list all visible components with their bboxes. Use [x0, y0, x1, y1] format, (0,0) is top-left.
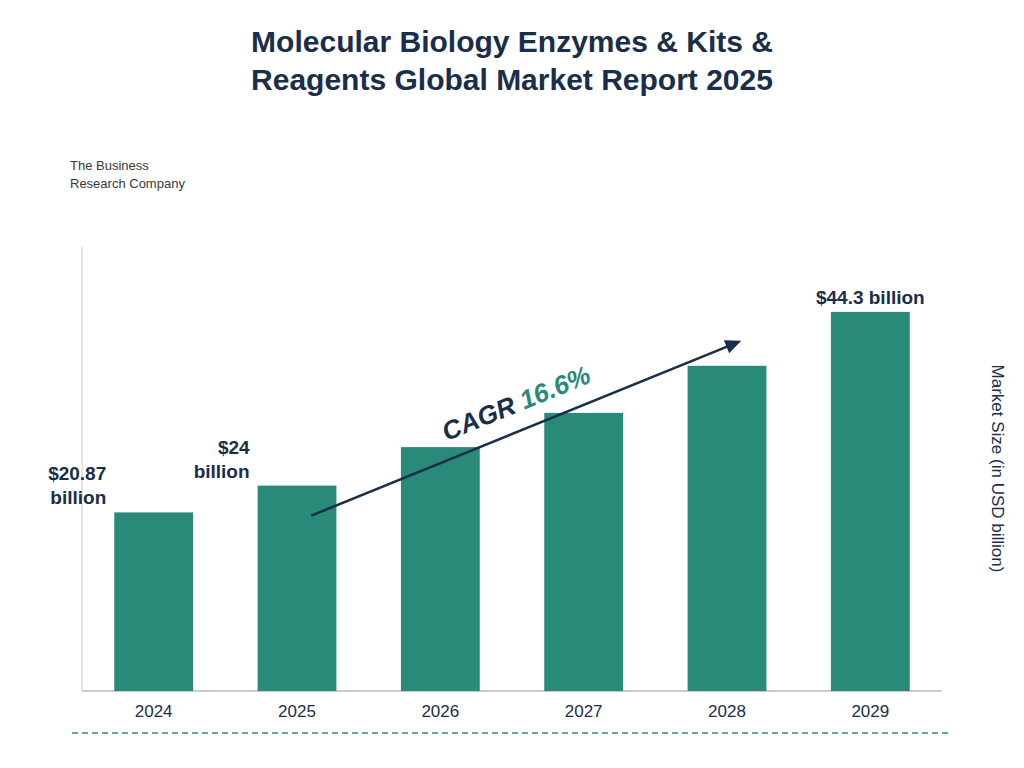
- y-axis-label: Market Size (in USD billion): [988, 365, 1007, 573]
- bars: [114, 312, 910, 691]
- title: Molecular Biology Enzymes & Kits & Reagen…: [251, 25, 773, 96]
- logo-line: Research Company: [70, 176, 185, 191]
- bar: [688, 366, 767, 691]
- x-tick-label: 2028: [708, 702, 746, 721]
- logo-line: The Business: [70, 158, 149, 173]
- x-tick-label: 2029: [851, 702, 889, 721]
- data-label-line: $44.3 billion: [816, 287, 925, 308]
- x-tick-label: 2024: [135, 702, 173, 721]
- bar: [544, 413, 623, 691]
- x-axis-line: [82, 691, 942, 692]
- data-label-line: billion: [50, 487, 106, 508]
- bar: [831, 312, 910, 691]
- data-label-line: $24: [218, 437, 250, 458]
- chart: Molecular Biology Enzymes & Kits & Reagen…: [0, 0, 1024, 768]
- data-label-line: billion: [194, 461, 250, 482]
- bar: [401, 447, 480, 691]
- x-tick-label: 2025: [278, 702, 316, 721]
- data-label: $20.87 billion: [48, 463, 106, 508]
- growth-arrow: [311, 345, 732, 516]
- title-line: Molecular Biology Enzymes & Kits &: [251, 25, 773, 58]
- title-line: Reagents Global Market Report 2025: [251, 63, 773, 96]
- x-tick-label: 2026: [421, 702, 459, 721]
- bottom-rule: [72, 732, 952, 734]
- annotation-part: 16.6%: [515, 360, 595, 416]
- data-label-line: $20.87: [48, 463, 106, 484]
- logo-text: The Business Research Company: [70, 158, 185, 191]
- data-label: $24 billion: [194, 437, 250, 482]
- growth-arrow-head: [724, 340, 741, 353]
- bar: [114, 512, 193, 691]
- bar: [258, 486, 337, 691]
- cagr-annotation: CAGR 16.6%: [438, 360, 595, 447]
- data-label: $44.3 billion: [816, 287, 925, 308]
- annotation-part: CAGR: [438, 387, 527, 446]
- x-tick-label: 2027: [565, 702, 603, 721]
